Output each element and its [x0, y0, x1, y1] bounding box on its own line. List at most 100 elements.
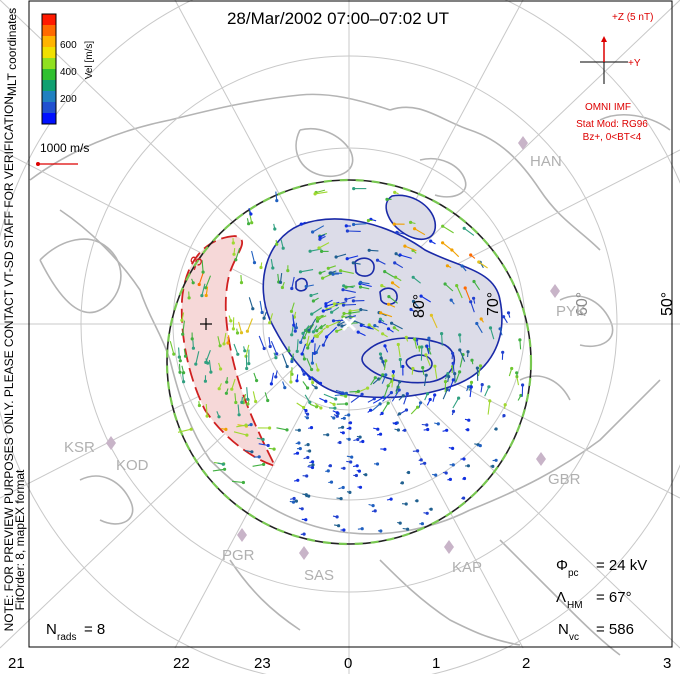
velocity-vector — [434, 422, 439, 425]
velocity-vector — [305, 495, 309, 498]
velocity-vector — [319, 234, 326, 238]
vector-origin — [367, 248, 371, 252]
velocity-vector — [178, 347, 180, 358]
velocity-vector — [412, 276, 421, 284]
velocity-vector — [263, 311, 267, 319]
velocity-vector — [461, 265, 467, 272]
vector-origin — [247, 362, 251, 366]
velocity-vector — [477, 365, 482, 377]
velocity-vector — [273, 352, 277, 358]
vector-origin — [194, 362, 198, 366]
positive-potential-cell — [262, 218, 503, 399]
velocity-vector — [323, 308, 332, 312]
velocity-vector — [298, 507, 303, 510]
velocity-vector — [391, 322, 403, 330]
velocity-vector — [303, 456, 308, 460]
velocity-vector — [205, 275, 212, 288]
velocity-vector — [448, 379, 454, 392]
velocity-vector — [320, 270, 326, 274]
velocity-vector — [315, 363, 319, 371]
velocity-vector — [395, 381, 401, 392]
velocity-vector — [292, 318, 296, 332]
velocity-vector — [315, 191, 328, 195]
velocity-vector — [346, 455, 352, 458]
velocity-vector — [412, 249, 417, 254]
velocity-vector — [270, 340, 278, 355]
velocity-vector — [499, 328, 503, 336]
velocity-vector — [300, 368, 305, 375]
velocity-vector — [340, 394, 346, 397]
velocity-vector — [422, 367, 425, 375]
velocity-vector — [326, 326, 337, 338]
velocity-vector — [201, 283, 206, 296]
velocity-vector — [346, 491, 351, 493]
mlt-label-22: 22 — [173, 655, 190, 672]
velocity-vector — [235, 247, 241, 260]
velocity-vector — [279, 273, 283, 283]
preview-note: NOTE: FOR PREVIEW PURPOSES ONLY. PLEASE … — [2, 93, 16, 632]
velocity-vector — [391, 389, 400, 402]
vector-origin — [225, 380, 229, 384]
velocity-vector — [195, 351, 200, 365]
scale-vector — [36, 162, 78, 166]
velocity-vector — [383, 385, 389, 398]
velocity-vector — [289, 500, 294, 503]
velocity-vector — [303, 329, 309, 339]
colorbar-swatch — [42, 25, 56, 37]
velocity-vector — [275, 239, 278, 245]
velocity-vector — [442, 225, 454, 234]
plot-frame — [28, 0, 673, 648]
velocity-vector — [476, 323, 483, 334]
velocity-vector — [414, 338, 418, 349]
velocity-vector — [295, 442, 300, 445]
velocity-vector — [248, 208, 252, 215]
velocity-vector — [353, 465, 358, 468]
velocity-vector — [251, 250, 256, 263]
velocity-vector — [399, 359, 402, 368]
velocity-vector — [473, 281, 481, 291]
velocity-vector — [397, 521, 401, 524]
velocity-vector — [339, 431, 344, 434]
velocity-vector — [338, 486, 344, 490]
velocity-vector — [246, 387, 249, 400]
station-label-han: HAN — [530, 153, 562, 170]
velocity-vector — [273, 223, 276, 230]
velocity-vector — [381, 374, 387, 384]
velocity-vector — [367, 409, 371, 413]
velocity-vector — [384, 271, 395, 278]
velocity-vector — [181, 365, 185, 373]
velocity-vector — [455, 371, 461, 382]
velocity-vector — [502, 415, 505, 418]
velocity-vector — [314, 327, 326, 337]
velocity-vector — [225, 388, 229, 394]
velocity-vector — [347, 255, 359, 260]
velocity-vector — [335, 389, 347, 394]
velocity-vector — [226, 377, 228, 383]
velocity-vector — [302, 381, 309, 389]
velocity-vector — [411, 368, 414, 375]
fit-order-note: FitOrder: 8, mapEX format — [13, 469, 27, 610]
velocity-vector — [469, 386, 472, 398]
velocity-vector — [252, 463, 264, 467]
imf-y-label: +Y — [628, 58, 641, 69]
velocity-vector — [373, 427, 378, 430]
velocity-vector — [425, 354, 431, 367]
velocity-vector — [474, 443, 479, 446]
velocity-vector — [301, 367, 311, 379]
velocity-vector — [293, 311, 297, 318]
velocity-vector — [447, 376, 450, 383]
colorbar-tick-400: 400 — [60, 67, 77, 78]
velocity-vectors — [169, 187, 525, 536]
velocity-vector — [380, 357, 386, 369]
velocity-vector — [508, 368, 513, 377]
velocity-vector — [382, 392, 392, 402]
velocity-vector — [276, 427, 288, 431]
colorbar-swatch — [42, 80, 56, 92]
velocity-vector — [442, 389, 448, 400]
coordinate-system-label: MLT coordinates — [5, 8, 19, 96]
velocity-vector — [466, 386, 470, 392]
velocity-vector — [319, 397, 327, 402]
velocity-vector — [317, 314, 323, 319]
velocity-vector — [519, 339, 522, 350]
velocity-vector — [340, 270, 354, 274]
